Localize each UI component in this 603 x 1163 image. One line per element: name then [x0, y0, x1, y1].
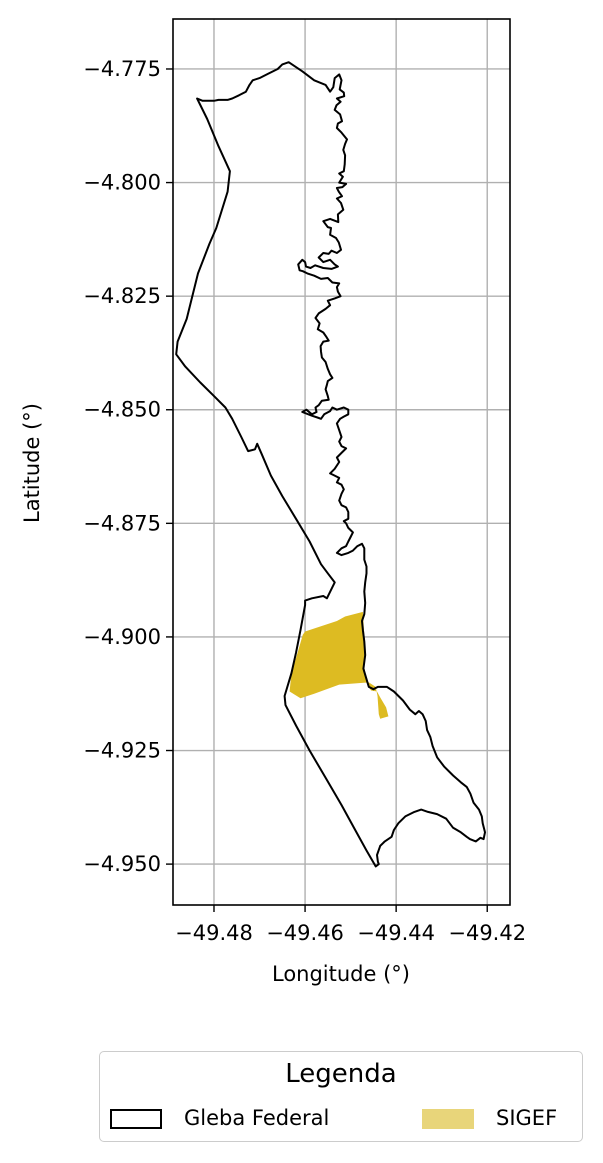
x-axis-label: Longitude (°)	[272, 962, 410, 986]
y-tick-label: −4.925	[83, 739, 161, 763]
y-tick-label: −4.850	[83, 398, 161, 422]
x-tick-label: −49.46	[266, 921, 344, 945]
legend-entry-sigef: SIGEF	[422, 1104, 582, 1132]
legend: Legenda Gleba Federal SIGEF	[99, 1051, 583, 1142]
map-figure: −49.48 −49.46 −49.44 −49.42 −4.775−4.800−4.…	[20, 18, 526, 986]
grid-lines	[173, 19, 510, 905]
y-axis-label: Latitude (°)	[20, 403, 44, 523]
legend-entry-gleba-federal: Gleba Federal	[110, 1104, 340, 1132]
legend-label: SIGEF	[496, 1106, 558, 1130]
legend-title: Legenda	[285, 1059, 397, 1089]
y-tick-label: −4.800	[83, 171, 161, 195]
y-tick-label: −4.875	[83, 511, 161, 535]
y-tick-label: −4.950	[83, 852, 161, 876]
plot-frame	[172, 18, 511, 906]
legend-label: Gleba Federal	[184, 1106, 330, 1130]
x-tick-label: −49.44	[357, 921, 435, 945]
x-axis-ticks: −49.48 −49.46 −49.44 −49.42	[175, 905, 526, 945]
legend-swatch-outline	[110, 1109, 162, 1129]
map-layers	[175, 61, 486, 868]
legend-swatch-fill	[422, 1109, 474, 1129]
y-tick-label: −4.825	[83, 284, 161, 308]
x-tick-label: −49.48	[175, 921, 253, 945]
x-tick-label: −49.42	[448, 921, 526, 945]
y-tick-label: −4.900	[83, 625, 161, 649]
y-tick-label: −4.775	[83, 57, 161, 81]
gleba-federal-polygon	[175, 61, 486, 868]
y-axis-ticks: −4.775 −4.800 −4.825 −4.850 −4.875 −4.900 −4.9…	[83, 57, 173, 876]
